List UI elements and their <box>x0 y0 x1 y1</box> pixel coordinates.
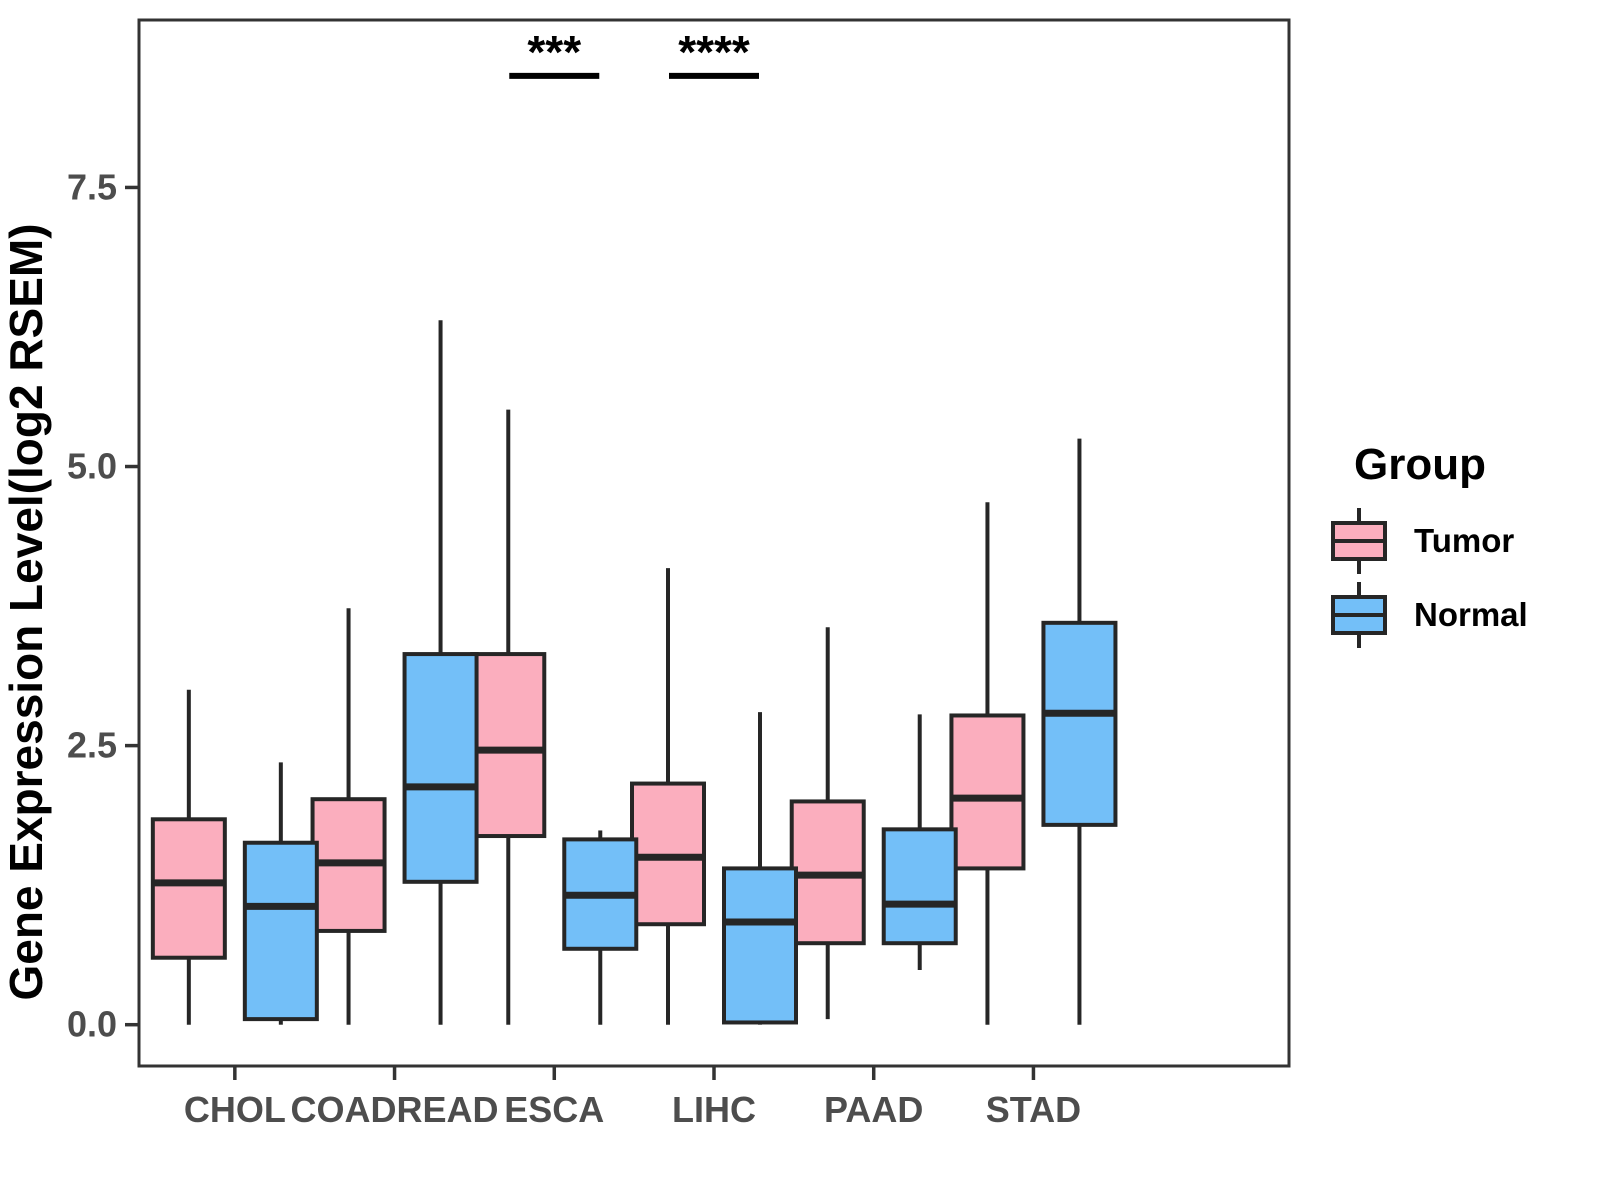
x-tick-label: STAD <box>986 1089 1081 1130</box>
box-normal-chol <box>242 840 319 1022</box>
y-tick-label: 5.0 <box>67 446 117 487</box>
legend-label: Tumor <box>1414 522 1515 559</box>
legend-label: Normal <box>1414 596 1528 633</box>
box-normal-paad <box>881 827 958 946</box>
y-tick-label: 0.0 <box>67 1004 117 1045</box>
legend-items: Tumor Normal <box>1330 506 1528 650</box>
legend-item-normal: Normal <box>1330 580 1528 650</box>
legend-item-tumor: Tumor <box>1330 506 1528 576</box>
box-tumor-chol <box>150 817 227 960</box>
x-tick-label: PAAD <box>824 1089 923 1130</box>
x-tick-label: COADREAD <box>291 1089 499 1130</box>
box-normal-coadread <box>402 652 479 884</box>
legend-key-tumor-boxplot-icon <box>1331 508 1387 574</box>
legend-title: Group <box>1354 440 1486 489</box>
box-tumor-esca <box>470 652 547 839</box>
y-axis-title: Gene Expression Level(log2 RSEM) <box>0 223 52 1000</box>
box-tumor-stad <box>949 713 1026 871</box>
legend: Group Tumor Normal <box>1330 440 1528 654</box>
y-tick-label: 2.5 <box>67 725 117 766</box>
significance-label-esca: *** <box>527 26 581 78</box>
box-normal-lihc <box>722 866 798 1025</box>
plot-render-root: 0.0 2.5 5.0 7.5 CHOL COADREAD ESCA LIHC PAAD STAD… <box>67 18 1291 1130</box>
y-tick-label: 7.5 <box>67 166 117 207</box>
box-normal-stad <box>1041 620 1118 827</box>
legend-key-normal-boxplot-icon <box>1331 582 1387 648</box>
x-tick-label: LIHC <box>672 1089 756 1130</box>
x-tick-label: ESCA <box>504 1089 604 1130</box>
x-tick-label: CHOL <box>184 1089 286 1130</box>
significance-label-lihc: **** <box>678 26 750 78</box>
